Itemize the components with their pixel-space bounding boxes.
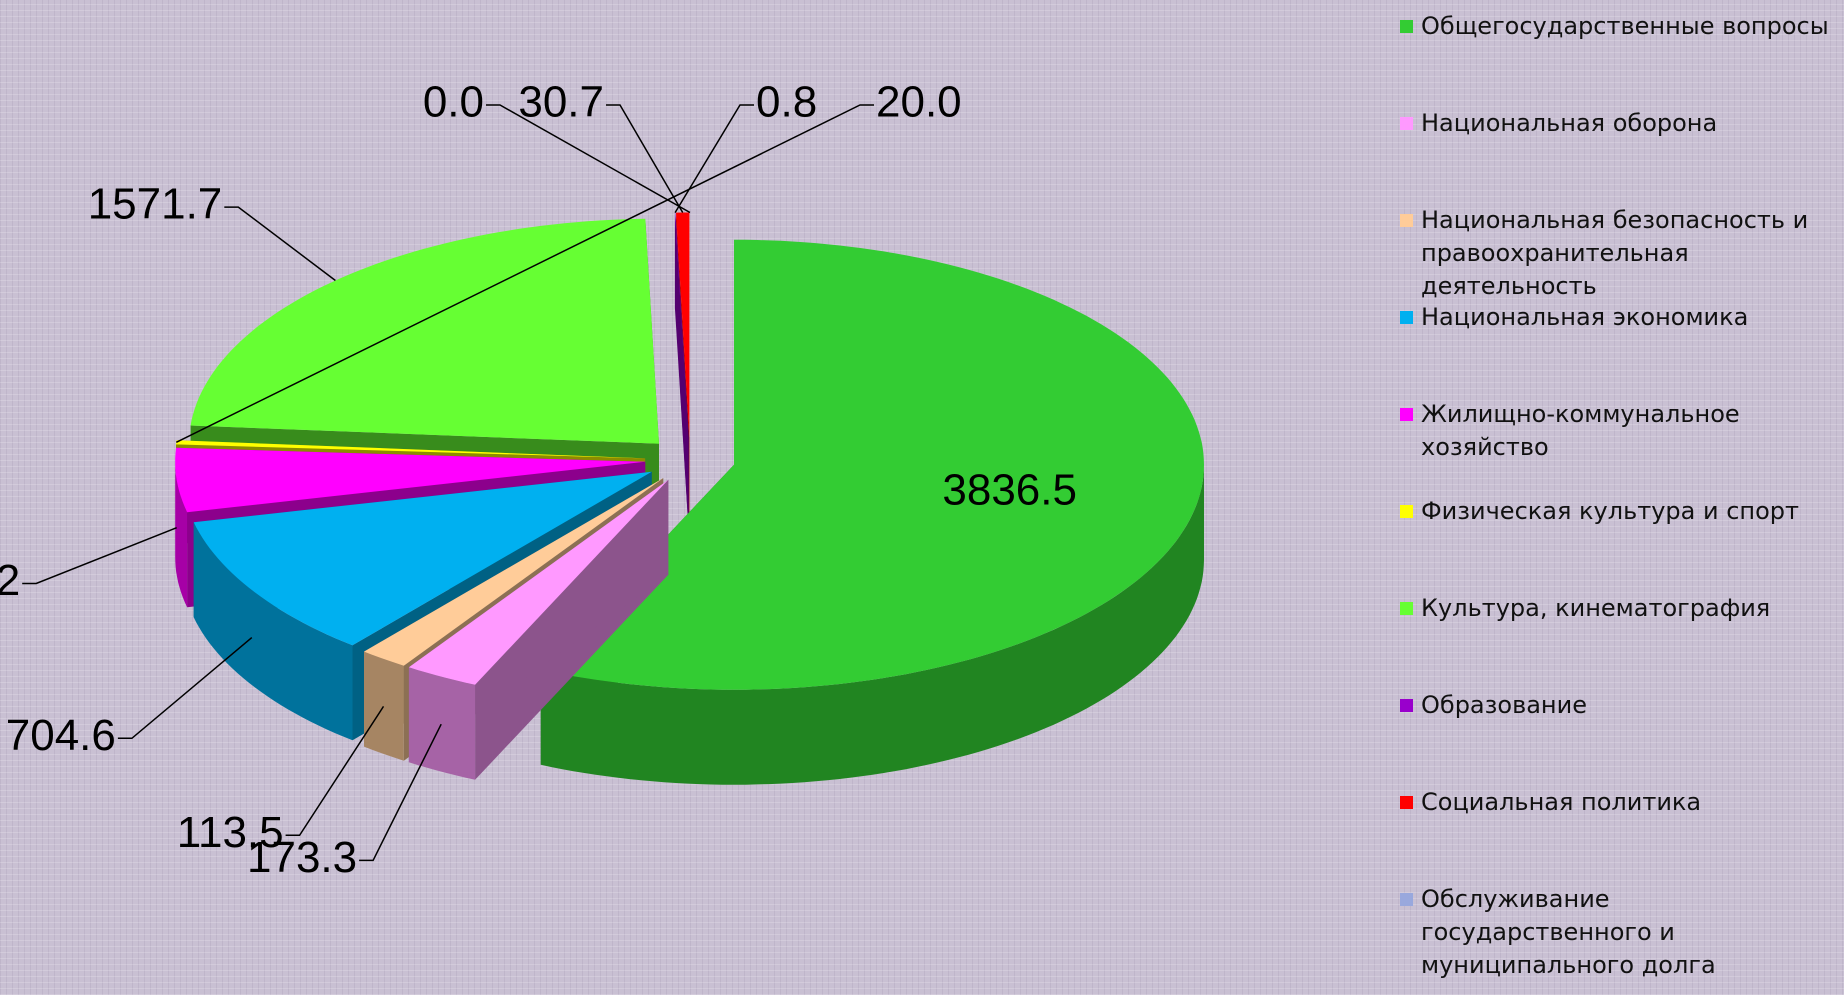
data-label: 310.2 — [0, 556, 20, 605]
leader-line — [486, 104, 691, 214]
data-label: 0.0 — [423, 78, 484, 127]
legend-item: Обслуживание государственного и муниципа… — [1400, 883, 1840, 982]
slice-wall — [364, 651, 404, 761]
data-label: 173.3 — [247, 833, 357, 882]
legend-item: Культура, кинематография — [1400, 592, 1840, 625]
slice-wall — [175, 461, 188, 608]
legend-label: Социальная политика — [1421, 788, 1702, 816]
legend-label: Культура, кинематография — [1421, 594, 1771, 622]
leader-line — [606, 104, 684, 213]
slice-wall — [540, 464, 1204, 785]
legend-swatch — [1400, 311, 1413, 324]
legend-item: Физическая культура и спорт — [1400, 495, 1840, 528]
legend-label: Национальная экономика — [1421, 303, 1749, 331]
legend-swatch — [1400, 505, 1413, 518]
slice-top — [674, 212, 689, 438]
legend-label: Образование — [1421, 691, 1587, 719]
legend-item: Общегосударственные вопросы — [1400, 10, 1840, 43]
slice-top — [190, 218, 659, 444]
legend-swatch — [1400, 117, 1413, 130]
legend-item: Национальная оборона — [1400, 107, 1840, 140]
legend-label: Обслуживание государственного и муниципа… — [1421, 885, 1716, 979]
legend-swatch — [1400, 796, 1413, 809]
slice-top — [676, 212, 690, 438]
leader-line — [175, 104, 874, 443]
legend-swatch — [1400, 893, 1413, 906]
legend-item: Национальная экономика — [1400, 301, 1840, 334]
data-label: 3836.5 — [942, 466, 1077, 515]
leader-line — [117, 637, 253, 740]
legend-label: Жилищно-коммунальное хозяйство — [1421, 400, 1740, 461]
slice — [540, 239, 1204, 785]
slice-wall — [193, 522, 353, 741]
data-label: 1571.7 — [88, 180, 223, 229]
legend-item: Социальная политика — [1400, 786, 1840, 819]
leader-line — [22, 527, 177, 585]
legend-swatch — [1400, 602, 1413, 615]
slice-top — [408, 479, 669, 685]
slice-top — [176, 440, 646, 459]
legend-swatch — [1400, 408, 1413, 421]
legend-swatch — [1400, 699, 1413, 712]
legend-item: Образование — [1400, 689, 1840, 722]
slice-side — [675, 212, 689, 533]
data-label: 113.5 — [177, 808, 284, 857]
slice-top — [364, 478, 664, 666]
slice-top — [540, 239, 1204, 690]
legend-swatch — [1400, 214, 1413, 227]
data-label: 30.7 — [518, 78, 604, 127]
data-label: 704.6 — [6, 711, 116, 760]
legend-label: Национальная оборона — [1421, 109, 1718, 137]
leader-line — [359, 723, 442, 862]
slice-wall — [408, 667, 476, 780]
legend-label: Физическая культура и спорт — [1421, 497, 1799, 525]
data-label: 20.0 — [876, 78, 962, 127]
legend-label: Общегосударственные вопросы — [1421, 12, 1829, 40]
slice-top — [193, 471, 652, 646]
leader-line — [285, 705, 385, 837]
slice-top — [175, 447, 646, 513]
legend-swatch — [1400, 20, 1413, 33]
legend-label: Национальная безопасность и правоохранит… — [1421, 206, 1809, 300]
leader-line — [674, 104, 754, 213]
leader-line — [224, 206, 336, 282]
data-label: 0.8 — [756, 78, 817, 127]
legend-item: Национальная безопасность и правоохранит… — [1400, 204, 1840, 303]
slice — [674, 212, 689, 533]
slice — [408, 479, 669, 780]
legend-item: Жилищно-коммунальное хозяйство — [1400, 398, 1840, 464]
